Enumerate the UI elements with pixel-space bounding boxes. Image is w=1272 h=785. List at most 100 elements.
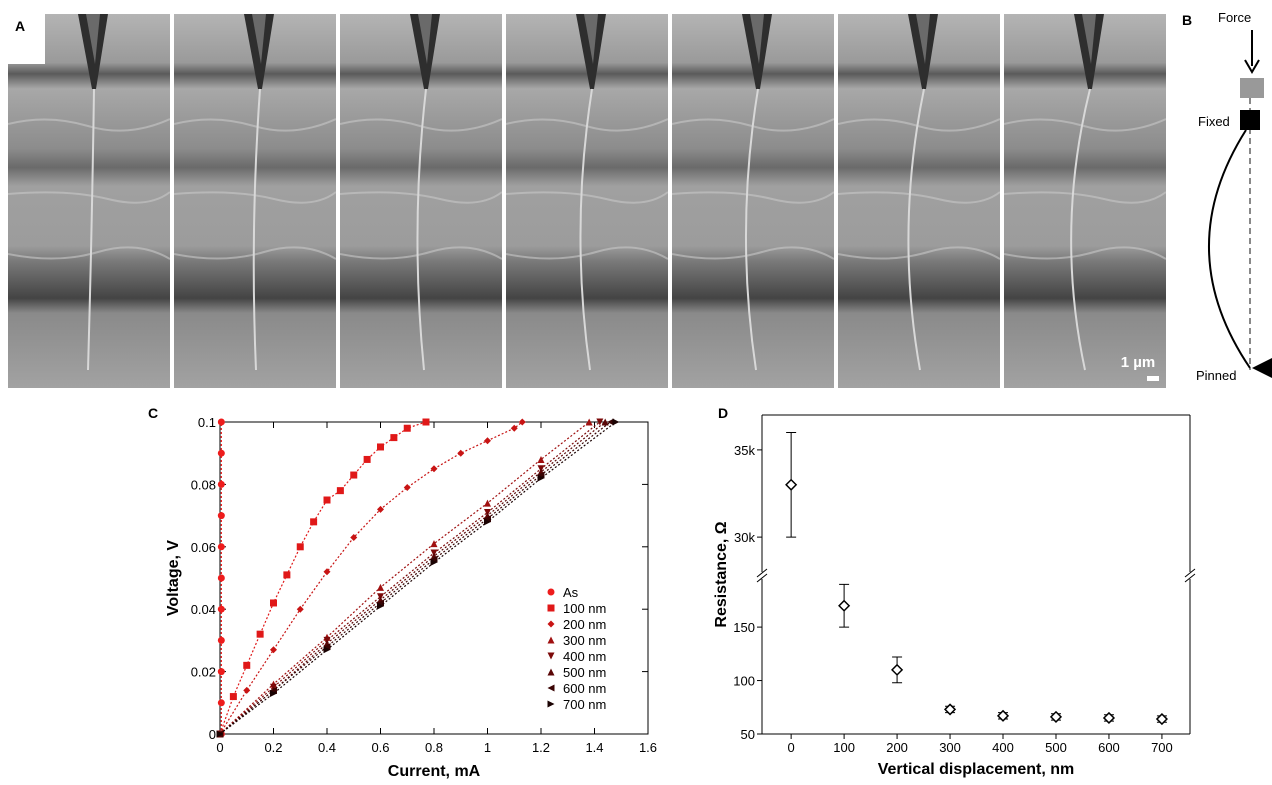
marker xyxy=(363,455,371,463)
panel-b: B Force Fixed Pinned xyxy=(1182,10,1272,383)
marker xyxy=(243,661,251,669)
marker xyxy=(547,604,555,612)
legend-item: 500 nm xyxy=(563,665,606,680)
marker xyxy=(323,643,331,651)
marker xyxy=(323,568,331,576)
legend-label: 600 nm xyxy=(563,681,606,696)
y-tick-label: 0 xyxy=(209,727,216,742)
legend-label: 500 nm xyxy=(563,665,606,680)
marker xyxy=(601,418,609,426)
axis-break xyxy=(756,568,768,583)
marker xyxy=(296,605,304,613)
legend-label: 300 nm xyxy=(563,633,606,648)
x-tick-label: 1.6 xyxy=(639,740,657,755)
marker xyxy=(484,515,491,523)
series-line xyxy=(219,421,523,735)
y-tick-label: 35k xyxy=(734,443,755,458)
marker xyxy=(537,455,545,463)
force-label: Force xyxy=(1218,10,1251,25)
fixed-label: Fixed xyxy=(1198,114,1230,129)
y-tick-label: 150 xyxy=(733,620,755,635)
marker xyxy=(484,499,491,507)
marker xyxy=(403,424,411,432)
x-tick-label: 0 xyxy=(216,740,223,755)
x-tick-label: 1 xyxy=(484,740,491,755)
series-line xyxy=(219,421,606,735)
marker xyxy=(336,487,344,495)
marker xyxy=(216,730,224,738)
marker xyxy=(547,620,555,628)
marker xyxy=(390,434,398,442)
legend-label: 100 nm xyxy=(563,601,606,616)
x-tick-label: 0.8 xyxy=(425,740,443,755)
x-tick-label: 0 xyxy=(788,740,795,755)
series-line xyxy=(219,421,617,735)
y-tick-label: 0.04 xyxy=(191,602,216,617)
marker xyxy=(1155,712,1168,726)
marker xyxy=(270,599,277,607)
marker xyxy=(377,602,384,610)
series-line xyxy=(219,421,590,735)
marker xyxy=(217,668,225,676)
marker xyxy=(323,646,331,654)
y-axis-label: Voltage, V xyxy=(165,540,182,616)
legend-label: 700 nm xyxy=(563,697,606,712)
panel-a: A 1 µm xyxy=(8,14,1166,388)
marker xyxy=(547,668,555,676)
marker xyxy=(377,583,384,591)
marker xyxy=(547,700,555,708)
legend-item: As xyxy=(563,585,579,600)
x-tick-label: 200 xyxy=(886,740,908,755)
marker xyxy=(430,540,438,548)
marker xyxy=(943,703,957,716)
axis-break xyxy=(1184,568,1196,583)
marker xyxy=(585,418,593,426)
marker xyxy=(596,418,604,426)
legend-label: As xyxy=(563,585,579,600)
marker xyxy=(484,518,491,526)
marker xyxy=(217,512,225,520)
y-axis-label: Resistance, Ω xyxy=(713,521,730,627)
marker xyxy=(1049,710,1063,723)
marker xyxy=(217,449,225,457)
marker xyxy=(217,543,225,551)
marker xyxy=(270,646,277,654)
marker xyxy=(283,571,291,579)
marker xyxy=(296,543,304,551)
x-tick-label: 1.2 xyxy=(532,740,550,755)
marker xyxy=(217,418,225,426)
marker xyxy=(350,471,358,479)
marker xyxy=(229,693,237,701)
marker xyxy=(217,699,225,707)
x-tick-label: 0.2 xyxy=(264,740,282,755)
y-tick-label: 0.06 xyxy=(191,540,216,555)
legend-label: 400 nm xyxy=(563,649,606,664)
marker xyxy=(891,663,904,676)
series-line xyxy=(219,421,427,735)
marker xyxy=(217,605,225,613)
marker xyxy=(607,418,615,426)
x-tick-label: 700 xyxy=(1151,740,1173,755)
marker xyxy=(377,505,384,513)
charts: C 0 0.2 0.4 0.6 0.8 1 1.2 1.4 1.6 0 0.02 0.04 0.06 0.0… xyxy=(148,405,1196,780)
y-tick-label: 50 xyxy=(741,727,755,742)
marker xyxy=(457,449,465,457)
marker xyxy=(430,558,438,566)
series-line xyxy=(219,421,611,735)
marker xyxy=(518,418,526,426)
pinned-label: Pinned xyxy=(1196,368,1236,383)
legend-item: 300 nm xyxy=(563,633,606,648)
marker xyxy=(377,599,384,607)
x-axis-label: Current, mA xyxy=(388,763,481,780)
marker xyxy=(270,689,277,697)
y-tick-label: 0.1 xyxy=(198,415,216,430)
marker xyxy=(323,496,331,504)
marker xyxy=(612,418,620,426)
marker xyxy=(377,443,384,451)
x-tick-label: 600 xyxy=(1098,740,1120,755)
legend-item: 100 nm xyxy=(563,601,606,616)
marker xyxy=(547,636,555,644)
x-tick-label: 100 xyxy=(833,740,855,755)
marker xyxy=(785,478,798,491)
